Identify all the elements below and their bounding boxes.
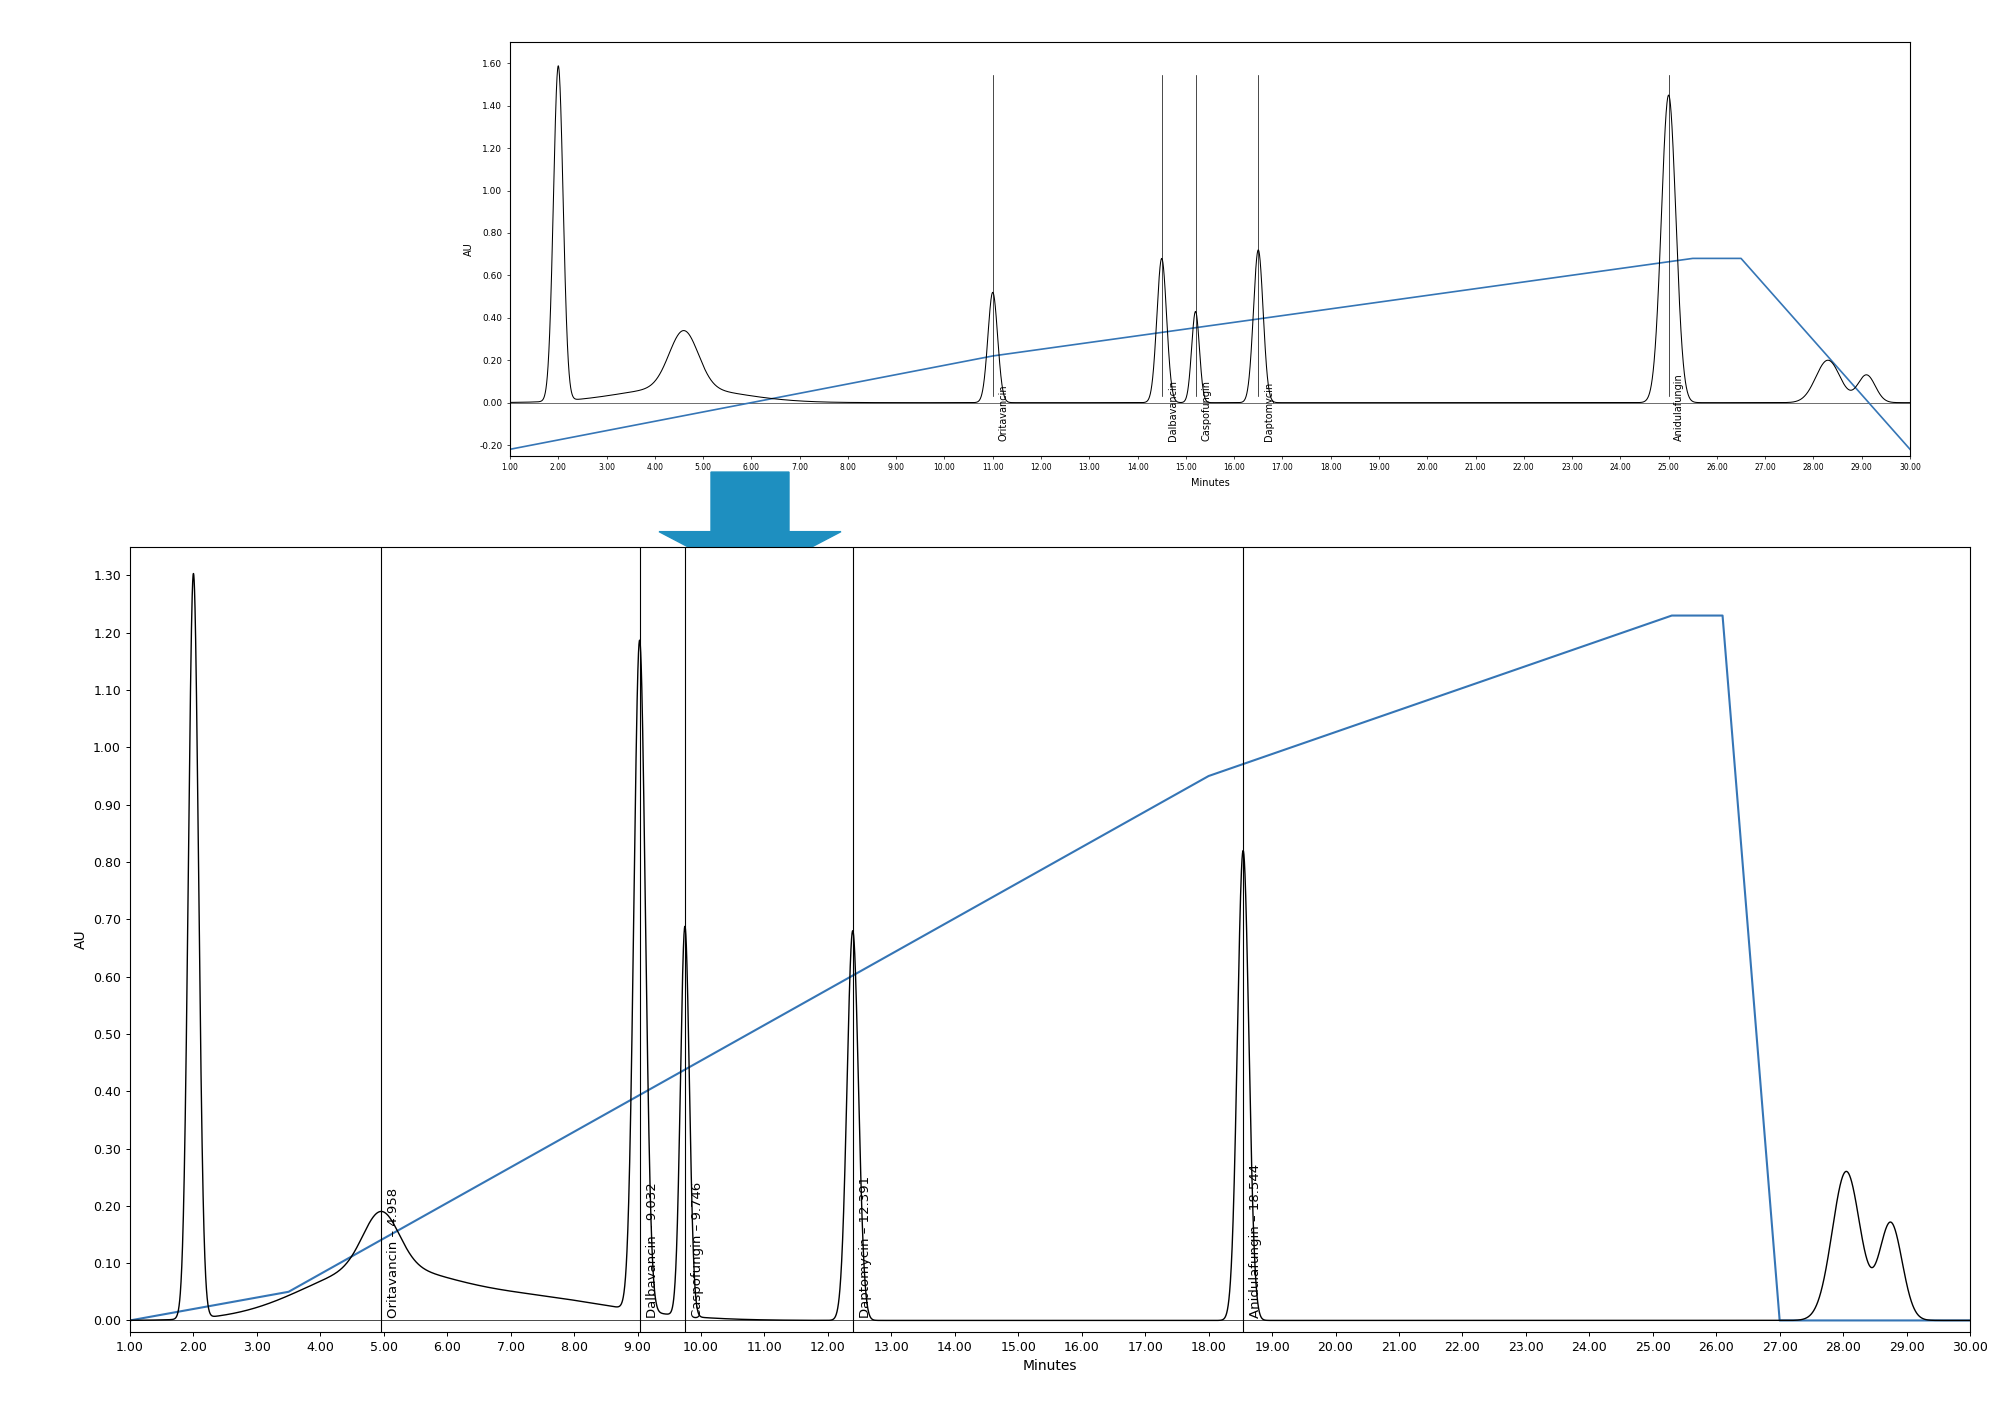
- Text: Anidulafungin – 18.544: Anidulafungin – 18.544: [1250, 1164, 1262, 1318]
- Y-axis label: AU: AU: [74, 930, 88, 949]
- Text: Dalbavancin – 9.032: Dalbavancin – 9.032: [646, 1182, 658, 1318]
- Text: Caspofungin – 9.746: Caspofungin – 9.746: [692, 1182, 704, 1318]
- Text: Oritavancin – 4.958: Oritavancin – 4.958: [388, 1187, 400, 1318]
- Text: Daptomycin – 12.391: Daptomycin – 12.391: [860, 1175, 872, 1318]
- Text: Caspofungin: Caspofungin: [1202, 380, 1212, 440]
- X-axis label: Minutes: Minutes: [1190, 478, 1230, 488]
- Text: Oritavancin: Oritavancin: [998, 384, 1008, 440]
- Text: Daptomycin: Daptomycin: [1264, 381, 1274, 440]
- Text: Anidulafungin: Anidulafungin: [1674, 373, 1684, 440]
- Y-axis label: AU: AU: [464, 243, 474, 255]
- Text: Dalbavancin: Dalbavancin: [1168, 380, 1178, 440]
- X-axis label: Minutes: Minutes: [1022, 1360, 1078, 1374]
- FancyArrow shape: [660, 472, 840, 579]
